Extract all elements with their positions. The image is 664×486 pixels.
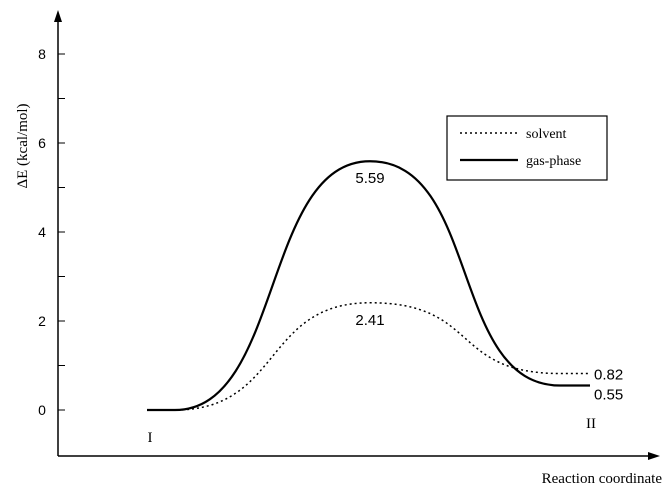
data-label-gas-phase-end: 0.55	[594, 387, 623, 404]
y-tick-label: 0	[38, 402, 46, 418]
legend-box	[446, 115, 608, 181]
x-point-label-end: II	[586, 416, 596, 432]
series-solvent-line	[147, 302, 590, 411]
y-tick-label: 2	[38, 313, 46, 329]
legend-label-gas-phase: gas-phase	[526, 154, 581, 169]
data-label-solvent-end: 0.82	[594, 367, 623, 384]
y-ticks: 0 2 4 6 8	[38, 46, 65, 418]
y-tick-label: 6	[38, 135, 46, 151]
x-axis-label: Reaction coordinate	[542, 471, 663, 486]
y-tick-label: 4	[38, 224, 46, 240]
y-axis-label: ΔE (kcal/mol)	[15, 103, 31, 188]
x-point-label-start: I	[148, 430, 153, 446]
axes	[54, 10, 660, 460]
data-label-solvent-peak: 2.41	[355, 312, 384, 329]
series-gas-phase-line	[147, 160, 590, 412]
data-label-gas-phase-peak: 5.59	[355, 170, 384, 187]
legend-label-solvent: solvent	[526, 127, 567, 142]
x-axis-arrow	[648, 452, 660, 460]
legend: solvent gas-phase	[446, 115, 608, 181]
y-axis-arrow	[54, 10, 62, 22]
y-tick-label: 8	[38, 46, 46, 62]
